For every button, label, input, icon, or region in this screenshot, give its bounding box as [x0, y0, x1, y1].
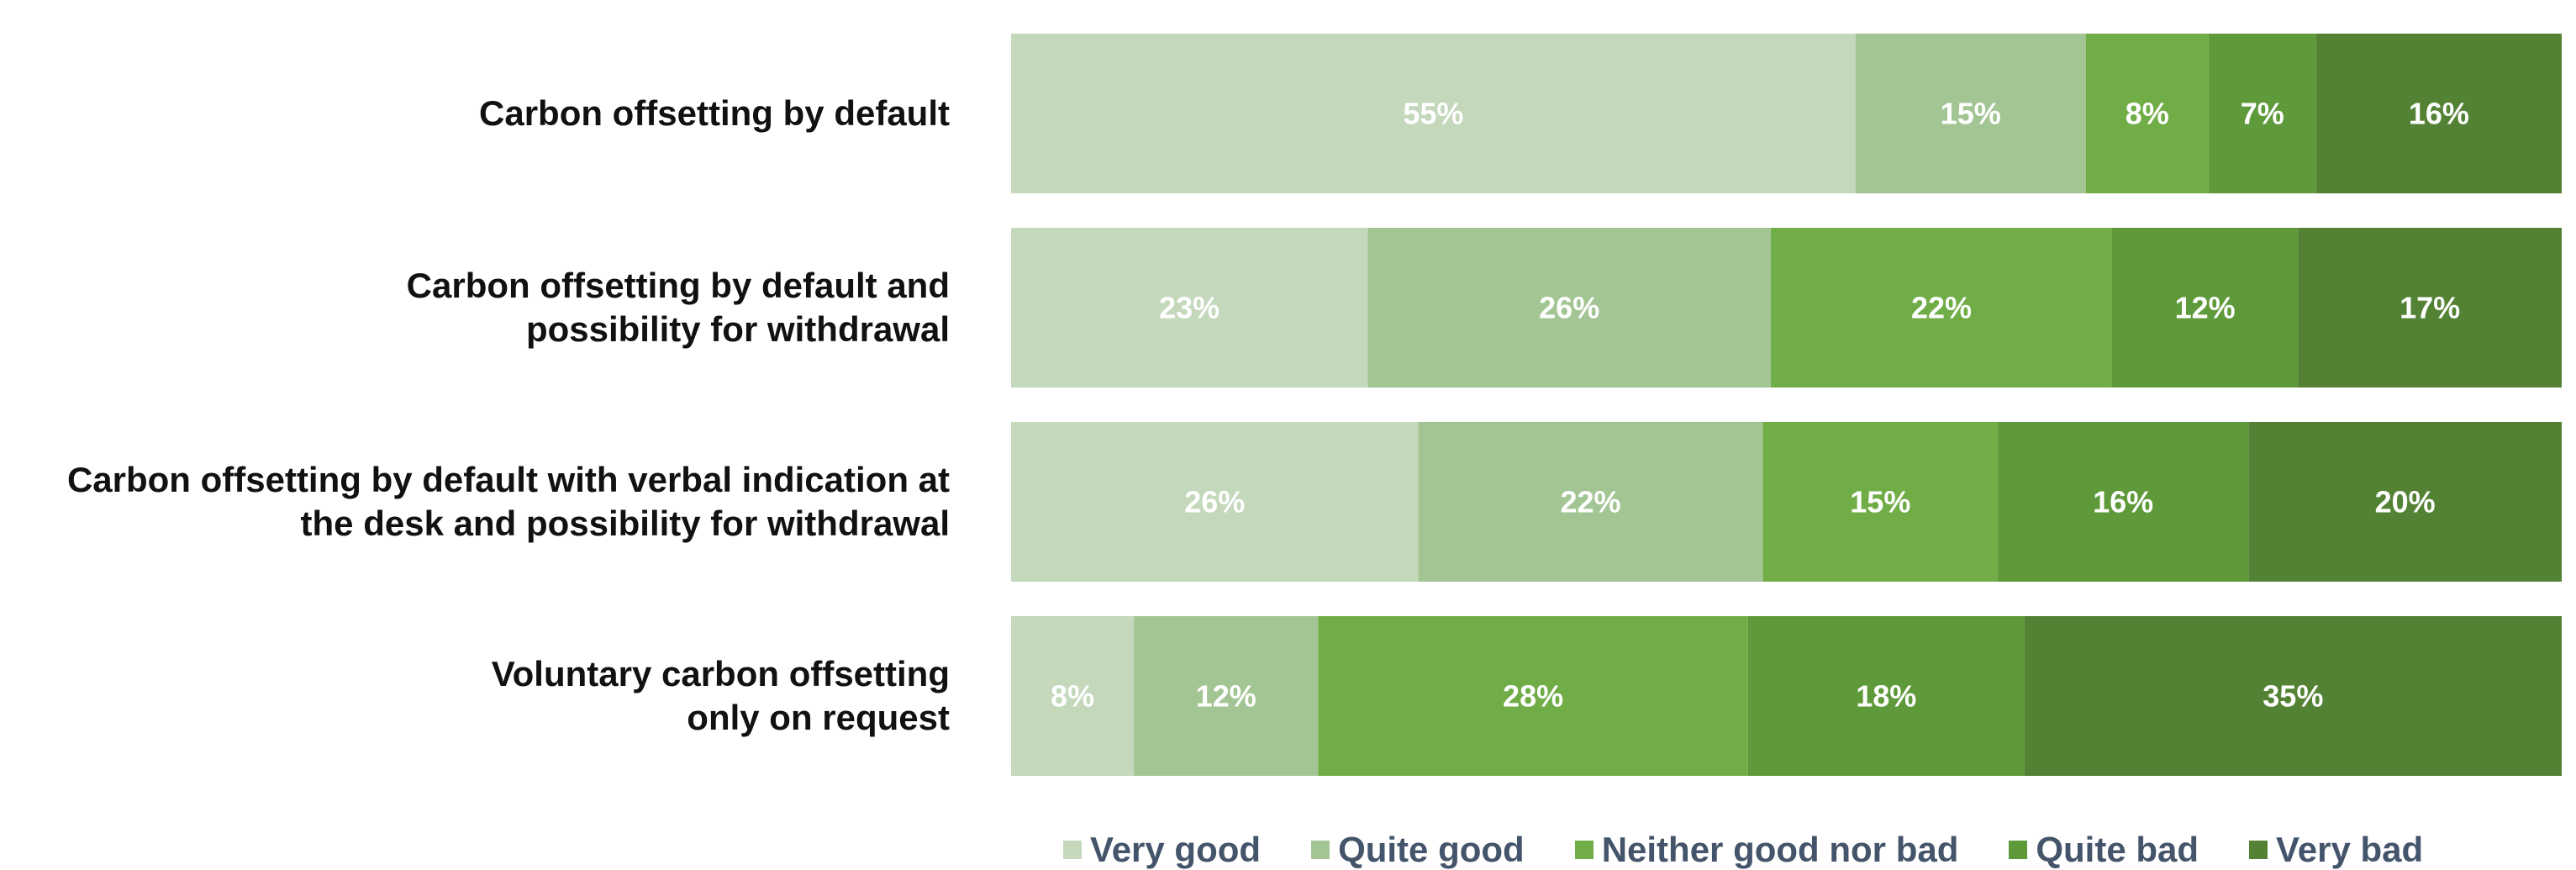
data-label: 26% — [1184, 485, 1245, 519]
category-label-line: Carbon offsetting by default — [479, 93, 950, 133]
legend-swatch — [2249, 841, 2268, 859]
data-label: 12% — [1196, 679, 1256, 714]
data-label: 26% — [1539, 291, 1599, 325]
legend-item: Very good — [1063, 830, 1261, 870]
bar-segment — [2208, 34, 2316, 193]
bar-segment — [1011, 228, 1368, 388]
data-label: 23% — [1159, 291, 1220, 325]
bar-segment — [1762, 422, 1999, 582]
legend-label: Very good — [1090, 830, 1262, 869]
data-label: 16% — [2409, 97, 2469, 131]
bar-segment — [1011, 34, 1856, 193]
category-label: Carbon offsetting by default with verbal… — [17, 458, 950, 546]
legend-swatch — [1574, 841, 1594, 859]
bar-segment — [2315, 34, 2562, 193]
data-label: 28% — [1503, 679, 1563, 714]
data-label: 17% — [2400, 291, 2460, 325]
bar-segment — [1134, 616, 1319, 776]
legend-label: Neither good nor bad — [1601, 830, 1959, 869]
legend-swatch — [1311, 841, 1330, 859]
bar-segment — [2298, 228, 2562, 388]
category-label: Carbon offsetting by default and possibil… — [17, 264, 950, 351]
legend-label: Quite bad — [2036, 830, 2199, 869]
legend-item: Quite good — [1311, 830, 1525, 870]
legend-swatch — [1063, 841, 1082, 859]
bar-segment — [2024, 616, 2562, 776]
category-label-line: Carbon offsetting by default and — [406, 266, 950, 305]
category-label-line: the desk and possibility for withdrawal — [300, 504, 950, 543]
bar-segment — [1998, 422, 2249, 582]
bar-segment — [1771, 228, 2112, 388]
bar-segment — [1011, 422, 1419, 582]
bar-segment — [1367, 228, 1772, 388]
data-label: 15% — [1941, 97, 2001, 131]
data-label: 22% — [1561, 485, 1621, 519]
category-label-line: Voluntary carbon offsetting — [491, 654, 950, 693]
data-label: 35% — [2263, 679, 2323, 714]
data-label: 18% — [1856, 679, 1916, 714]
legend-item: Quite bad — [2009, 830, 2199, 870]
data-label: 15% — [1850, 485, 1910, 519]
bar-segment — [1418, 422, 1763, 582]
data-label: 7% — [2241, 97, 2284, 131]
category-label-line: possibility for withdrawal — [525, 309, 950, 349]
legend: Very good Quite good Neither good nor bad Q… — [1063, 830, 2423, 869]
bar-segment — [1747, 616, 2025, 776]
bar-segment — [1011, 616, 1135, 776]
bar-segment — [1855, 34, 2086, 193]
legend-label: Quite good — [1338, 830, 1525, 869]
legend-item: Very bad — [2249, 830, 2423, 870]
category-label: Voluntary carbon offsetting only on reque… — [17, 652, 950, 740]
data-label: 22% — [1911, 291, 1972, 325]
bar-segment — [2111, 228, 2299, 388]
data-label: 8% — [1051, 679, 1094, 714]
legend-swatch — [2009, 841, 2028, 859]
data-label: 20% — [2375, 485, 2436, 519]
category-label: Carbon offsetting by default — [17, 92, 950, 135]
category-label-line: Carbon offsetting by default with verbal… — [66, 460, 950, 499]
bar-segment — [2248, 422, 2562, 582]
data-label: 16% — [2093, 485, 2153, 519]
bar-segment — [1318, 616, 1748, 776]
category-label-line: only on request — [687, 698, 950, 737]
data-label: 8% — [2126, 97, 2169, 131]
data-label: 12% — [2175, 291, 2236, 325]
data-label: 55% — [1403, 97, 1463, 131]
legend-item: Neither good nor bad — [1574, 830, 1959, 870]
legend-label: Very bad — [2276, 830, 2424, 869]
bar-segment — [2085, 34, 2209, 193]
